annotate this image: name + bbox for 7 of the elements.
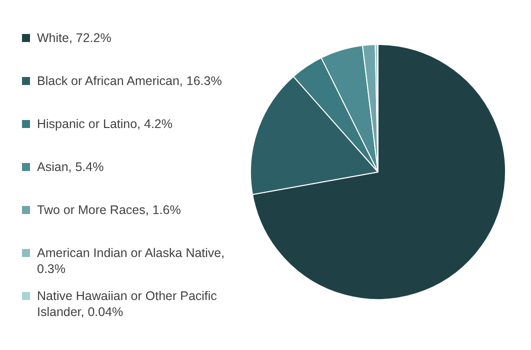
legend-label: Two or More Races, 1.6% — [37, 202, 181, 218]
legend-label: Native Hawaiian or Other Pacific Islander, 0.04% — [37, 288, 218, 320]
legend-label: Asian, 5.4% — [37, 159, 104, 175]
legend-label: Black or African American, 16.3% — [37, 73, 222, 89]
legend-label: White, 72.2% — [37, 30, 112, 46]
legend-label: Hispanic or Latino, 4.2% — [37, 116, 172, 132]
legend-label: American Indian or Alaska Native, 0.3% — [37, 245, 226, 277]
